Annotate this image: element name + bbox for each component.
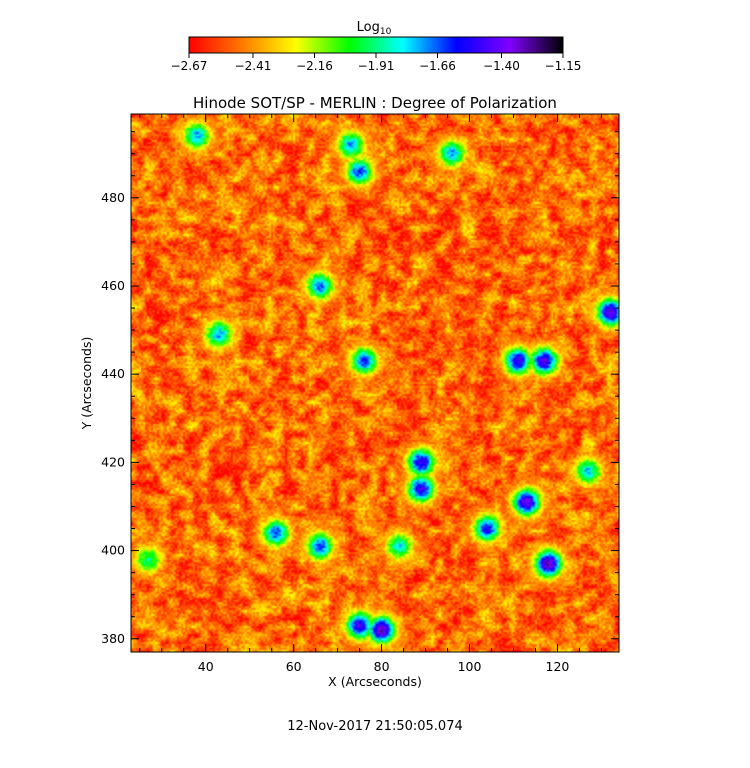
chart-title: Hinode SOT/SP - MERLIN : Degree of Polar… xyxy=(193,94,557,112)
y-axis: 380 400 420 440 460 480 xyxy=(101,131,619,646)
colorbar-tick-label: −1.40 xyxy=(483,59,520,73)
colorbar: Log10 −2.67 −2.41 −2.16 −1.91 −1.66 −1.40 −1.1… xyxy=(171,20,582,73)
colorbar-tick-label: −2.41 xyxy=(235,59,272,73)
colorbar-tick-label: −2.67 xyxy=(171,59,208,73)
colorbar-tick-label: −1.15 xyxy=(545,59,582,73)
y-tick-label: 440 xyxy=(101,366,125,381)
colorbar-tick-label: −2.16 xyxy=(296,59,333,73)
plot-area xyxy=(131,114,619,652)
y-tick-label: 380 xyxy=(101,631,125,646)
plot-frame xyxy=(130,113,620,653)
x-tick-label: 80 xyxy=(374,659,390,674)
x-tick-label: 40 xyxy=(198,659,214,674)
y-tick-label: 480 xyxy=(101,190,125,205)
colorbar-title: Log10 xyxy=(357,20,392,37)
timestamp: 12-Nov-2017 21:50:05.074 xyxy=(287,719,463,734)
x-axis: 40 60 80 100 120 xyxy=(139,114,602,674)
colorbar-ticks: −2.67 −2.41 −2.16 −1.91 −1.66 −1.40 −1.15 xyxy=(171,53,582,73)
y-tick-label: 460 xyxy=(101,278,125,293)
heatmap-image xyxy=(131,114,619,652)
colorbar-tick-label: −1.66 xyxy=(419,59,456,73)
x-tick-label: 100 xyxy=(458,659,482,674)
x-tick-label: 60 xyxy=(286,659,302,674)
x-tick-label: 120 xyxy=(546,659,570,674)
colorbar-gradient xyxy=(188,36,564,54)
y-tick-label: 420 xyxy=(101,454,125,469)
colorbar-tick-label: −1.91 xyxy=(358,59,395,73)
x-axis-label: X (Arcseconds) xyxy=(328,674,422,689)
y-tick-label: 400 xyxy=(101,543,125,558)
y-axis-label: Y (Arcseconds) xyxy=(79,337,94,431)
